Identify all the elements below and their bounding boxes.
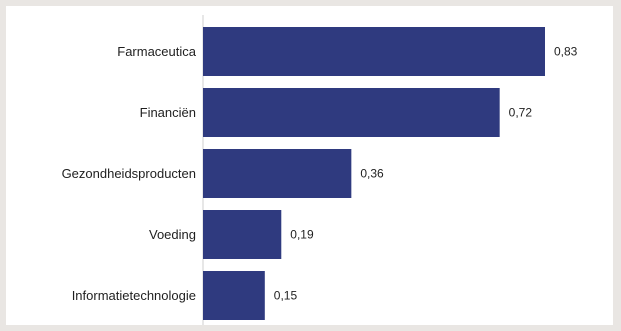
bar-financi-n — [203, 88, 500, 137]
category-label-farmaceutica: Farmaceutica — [117, 44, 197, 59]
value-label-voeding: 0,19 — [290, 228, 314, 242]
bar-gezondheidsproducten — [203, 149, 352, 198]
value-labels-group: 0,83 0,72 0,36 0,19 0,15 — [274, 45, 578, 303]
category-label-voeding: Voeding — [149, 227, 196, 242]
category-label-informatietechnologie: Informatietechnologie — [72, 288, 196, 303]
chart-card: Farmaceutica Financiën Gezondheidsproducte… — [6, 6, 613, 325]
category-labels-group: Farmaceutica Financiën Gezondheidsproducte… — [62, 44, 197, 303]
value-label-financi-n: 0,72 — [509, 106, 533, 120]
value-label-informatietechnologie: 0,15 — [274, 289, 298, 303]
bar-voeding — [203, 210, 282, 259]
bars-group — [203, 27, 545, 320]
value-label-farmaceutica: 0,83 — [554, 45, 578, 59]
bar-farmaceutica — [203, 27, 545, 76]
category-label-gezondheidsproducten: Gezondheidsproducten — [62, 166, 196, 181]
bar-informatietechnologie — [203, 271, 265, 320]
category-label-financi-n: Financiën — [140, 105, 196, 120]
bar-chart: Farmaceutica Financiën Gezondheidsproducte… — [62, 15, 578, 325]
value-label-gezondheidsproducten: 0,36 — [360, 167, 384, 181]
